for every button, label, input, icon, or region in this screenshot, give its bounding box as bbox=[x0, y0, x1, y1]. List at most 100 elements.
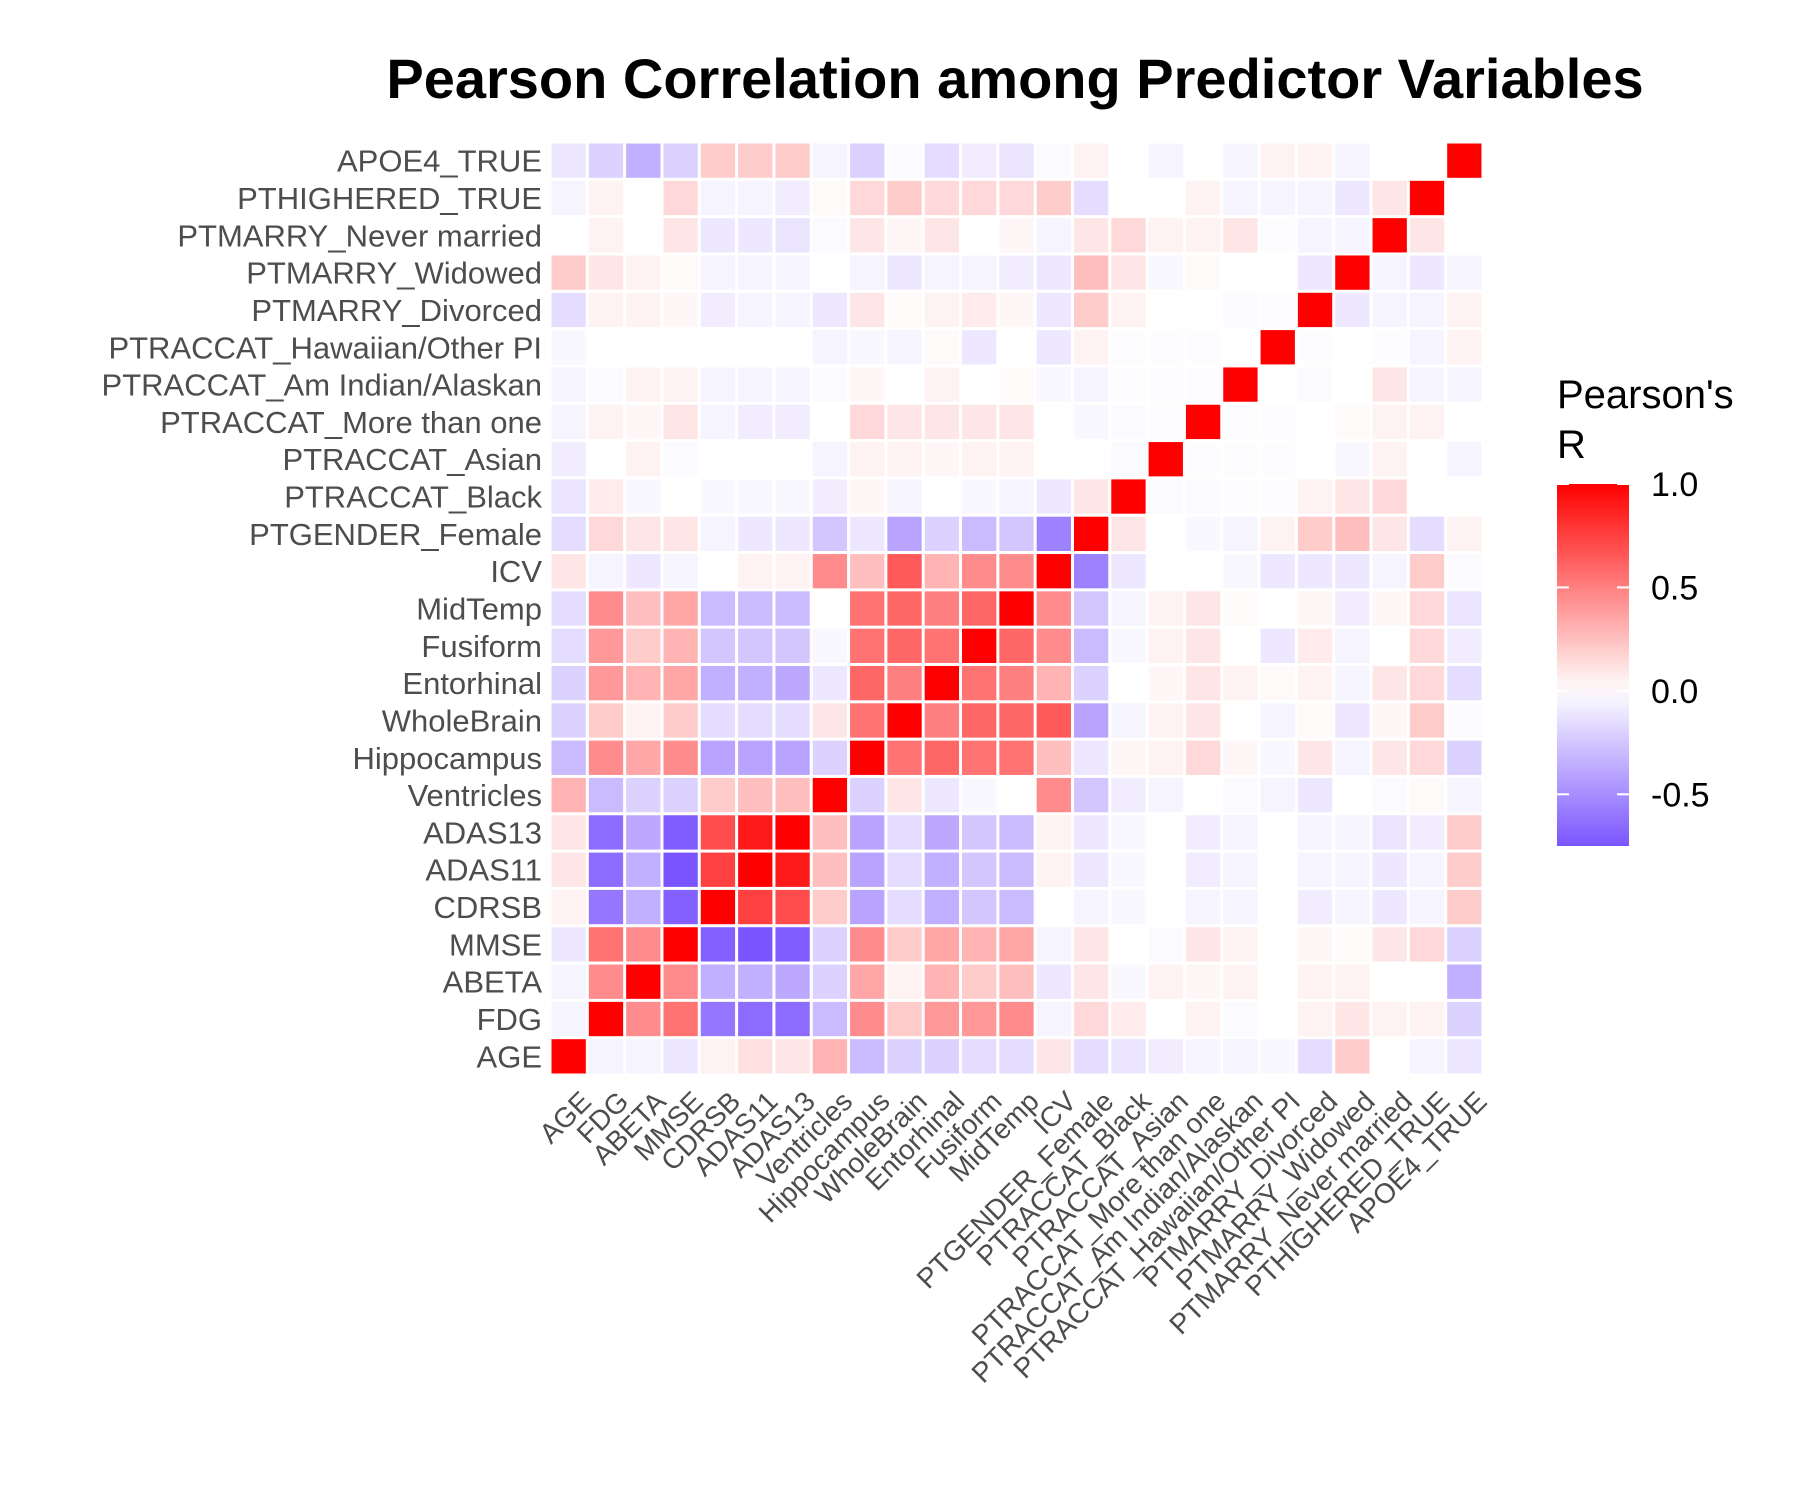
heatmap-cell bbox=[1409, 815, 1445, 850]
heatmap-cell bbox=[663, 367, 698, 402]
heatmap-cell bbox=[588, 516, 624, 552]
heatmap-cell bbox=[1036, 591, 1071, 626]
heatmap-cell bbox=[812, 180, 848, 216]
heatmap-cell bbox=[1185, 404, 1221, 440]
heatmap-cell bbox=[924, 777, 960, 813]
heatmap-cell bbox=[626, 516, 661, 552]
heatmap-cell bbox=[738, 815, 773, 850]
heatmap-cell bbox=[1036, 1039, 1071, 1074]
heatmap-cells bbox=[551, 143, 1482, 1074]
heatmap-cell bbox=[626, 442, 661, 477]
heatmap-cell bbox=[1372, 367, 1407, 402]
heatmap-cell bbox=[1111, 1039, 1146, 1074]
heatmap-cell bbox=[1409, 665, 1445, 701]
heatmap-cell bbox=[999, 180, 1034, 216]
heatmap-cell bbox=[1036, 628, 1071, 663]
heatmap-cell bbox=[924, 330, 960, 365]
heatmap-cell bbox=[1148, 1039, 1183, 1074]
heatmap-cell bbox=[1148, 255, 1183, 290]
heatmap-cell bbox=[700, 367, 736, 402]
heatmap-cell bbox=[1185, 740, 1221, 775]
heatmap-cell bbox=[1447, 852, 1482, 887]
heatmap-cell bbox=[1372, 852, 1407, 887]
heatmap-cell bbox=[775, 479, 810, 514]
heatmap-cell bbox=[1111, 591, 1146, 626]
heatmap-cell bbox=[1260, 330, 1295, 365]
heatmap-cell bbox=[1223, 404, 1258, 440]
heatmap-cell bbox=[1223, 964, 1258, 999]
heatmap-cell bbox=[812, 516, 848, 552]
heatmap-cell bbox=[551, 628, 586, 663]
heatmap-cell bbox=[1260, 516, 1295, 552]
heatmap-cell bbox=[1111, 442, 1146, 477]
heatmap-cell bbox=[775, 889, 810, 925]
heatmap-cell bbox=[812, 367, 848, 402]
heatmap-cell bbox=[775, 292, 810, 328]
heatmap-cell bbox=[1297, 703, 1333, 738]
heatmap-cell bbox=[924, 703, 960, 738]
heatmap-cell bbox=[962, 964, 997, 999]
y-axis-label: ICV bbox=[490, 554, 542, 589]
heatmap-cell bbox=[1111, 703, 1146, 738]
heatmap-cell bbox=[812, 479, 848, 514]
y-axis-label: PTHIGHERED_TRUE bbox=[237, 181, 542, 216]
heatmap-cell bbox=[887, 404, 922, 440]
heatmap-cell bbox=[1073, 703, 1109, 738]
heatmap-cell bbox=[1335, 479, 1370, 514]
heatmap-cell bbox=[887, 218, 922, 253]
heatmap-cell bbox=[1260, 1039, 1295, 1074]
heatmap-cell bbox=[775, 516, 810, 552]
heatmap-cell bbox=[738, 554, 773, 589]
heatmap-cell bbox=[1223, 591, 1258, 626]
heatmap-cell bbox=[962, 442, 997, 477]
heatmap-cell bbox=[1447, 628, 1482, 663]
heatmap-cell bbox=[1335, 292, 1370, 328]
heatmap-cell bbox=[588, 964, 624, 999]
heatmap-cell bbox=[999, 889, 1034, 925]
heatmap-cell bbox=[1185, 1001, 1221, 1037]
heatmap-cell bbox=[887, 1001, 922, 1037]
heatmap-cell bbox=[1372, 703, 1407, 738]
heatmap-cell bbox=[962, 740, 997, 775]
heatmap-cell bbox=[1260, 180, 1295, 216]
heatmap-cell bbox=[1297, 665, 1333, 701]
heatmap-cell bbox=[924, 554, 960, 589]
heatmap-cell bbox=[1148, 143, 1183, 178]
heatmap-cell bbox=[924, 516, 960, 552]
heatmap-cell bbox=[924, 479, 960, 514]
heatmap-cell bbox=[1036, 404, 1071, 440]
heatmap-cell bbox=[1297, 143, 1333, 178]
heatmap-cell bbox=[999, 143, 1034, 178]
heatmap-cell bbox=[924, 292, 960, 328]
heatmap-cell bbox=[588, 1001, 624, 1037]
heatmap-cell bbox=[1335, 703, 1370, 738]
heatmap-cell bbox=[1073, 442, 1109, 477]
heatmap-cell bbox=[1111, 964, 1146, 999]
heatmap-cell bbox=[962, 516, 997, 552]
heatmap-cell bbox=[1036, 852, 1071, 887]
heatmap-cell bbox=[1409, 628, 1445, 663]
heatmap-cell bbox=[738, 852, 773, 887]
heatmap-cell bbox=[1297, 479, 1333, 514]
heatmap-cell bbox=[1223, 703, 1258, 738]
heatmap-cell bbox=[1111, 852, 1146, 887]
heatmap-cell bbox=[1185, 255, 1221, 290]
heatmap-cell bbox=[588, 852, 624, 887]
heatmap-cell bbox=[626, 180, 661, 216]
heatmap-cell bbox=[887, 330, 922, 365]
heatmap-cell bbox=[663, 479, 698, 514]
heatmap-cell bbox=[1073, 404, 1109, 440]
heatmap-cell bbox=[775, 777, 810, 813]
heatmap-cell bbox=[1409, 330, 1445, 365]
heatmap-cell bbox=[775, 330, 810, 365]
heatmap-cell bbox=[1036, 143, 1071, 178]
heatmap-cell bbox=[962, 591, 997, 626]
heatmap-cell bbox=[1223, 255, 1258, 290]
heatmap-cell bbox=[1447, 292, 1482, 328]
heatmap-cell bbox=[812, 852, 848, 887]
heatmap-cell bbox=[1335, 665, 1370, 701]
heatmap-cell bbox=[1297, 516, 1333, 552]
heatmap-cell bbox=[887, 628, 922, 663]
heatmap-cell bbox=[775, 665, 810, 701]
heatmap-cell bbox=[663, 255, 698, 290]
